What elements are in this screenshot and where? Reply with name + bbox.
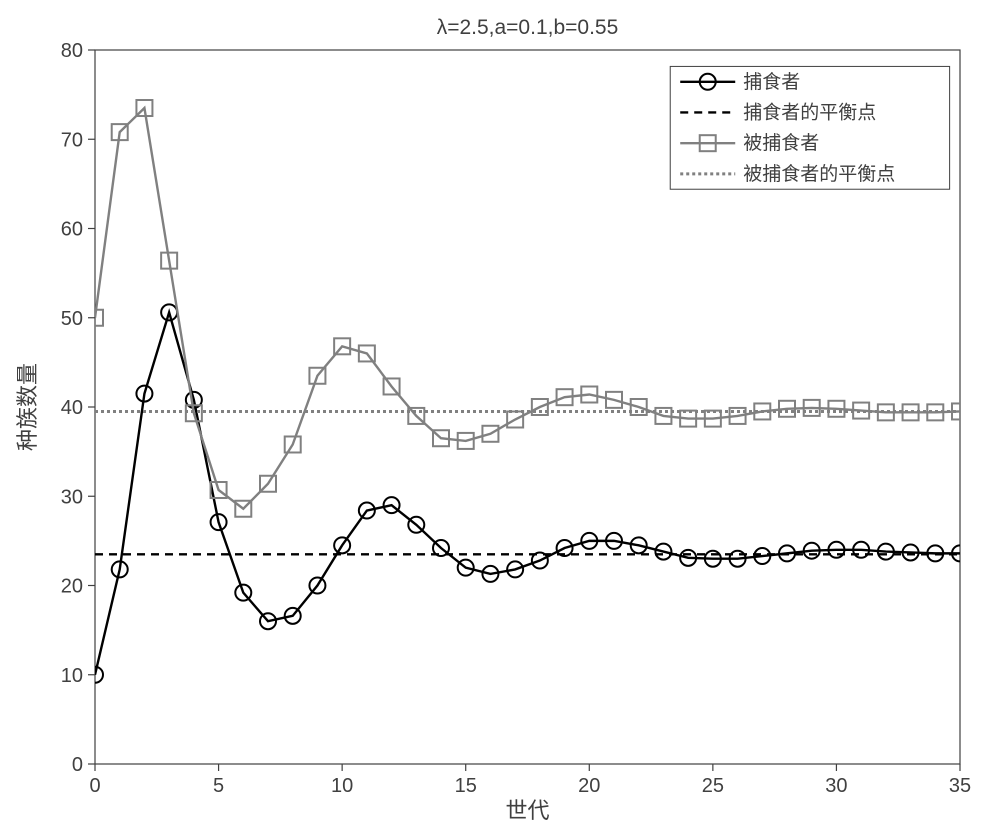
line-chart: 0 5 10 15 20 25 30 35 0 10 20 30 40 50 60 70 80 λ=2.5,a=0…	[0, 0, 1000, 834]
y-tick-label: 50	[61, 308, 83, 330]
y-tick-label: 0	[72, 754, 83, 776]
x-tick-label: 20	[578, 775, 600, 797]
chart-container: 0 5 10 15 20 25 30 35 0 10 20 30 40 50 60 70 80 λ=2.5,a=0…	[0, 0, 1000, 834]
x-tick-label: 5	[213, 775, 224, 797]
y-tick-label: 70	[61, 129, 83, 151]
y-tick-label: 60	[61, 219, 83, 241]
y-tick-label: 80	[61, 40, 83, 62]
x-axis-label: 世代	[505, 798, 549, 823]
x-tick-label: 15	[455, 775, 477, 797]
legend: 捕食者捕食者的平衡点被捕食者被捕食者的平衡点	[670, 66, 949, 189]
chart-title: λ=2.5,a=0.1,b=0.55	[437, 16, 619, 39]
y-axis-label: 种族数量	[15, 363, 40, 451]
legend-label: 捕食者的平衡点	[743, 101, 876, 123]
x-tick-label: 35	[949, 775, 971, 797]
y-tick-label: 20	[61, 576, 83, 598]
y-tick-label: 30	[61, 486, 83, 508]
legend-label: 被捕食者的平衡点	[743, 163, 895, 185]
legend-label: 被捕食者	[743, 132, 819, 154]
y-tick-label: 40	[61, 397, 83, 419]
legend-label: 捕食者	[743, 71, 800, 93]
x-tick-label: 30	[825, 775, 847, 797]
x-tick-label: 25	[702, 775, 724, 797]
y-tick-label: 10	[61, 665, 83, 687]
x-tick-label: 0	[89, 775, 100, 797]
x-tick-label: 10	[331, 775, 353, 797]
